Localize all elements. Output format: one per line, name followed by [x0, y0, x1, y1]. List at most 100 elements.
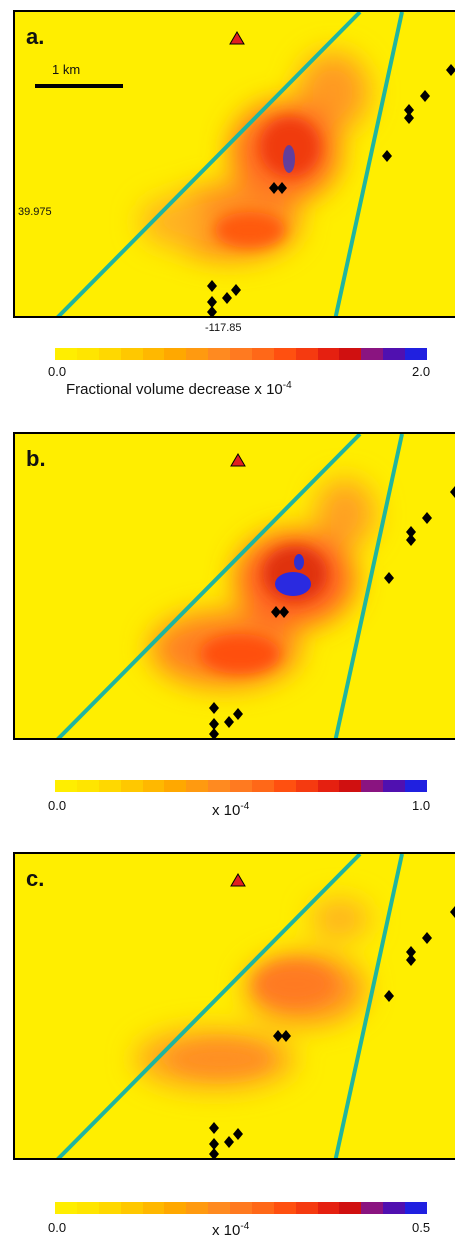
colorbar-c-swatch [405, 1202, 427, 1214]
colorbar-c-exponent: -4 [240, 1221, 250, 1232]
panel-c-map-svg [15, 854, 455, 1158]
colorbar-a-swatch [405, 348, 427, 360]
station-triangle [230, 873, 246, 887]
latitude-label: 39.975 [18, 206, 52, 218]
colorbar-c-swatch [339, 1202, 362, 1214]
colorbar-b-title: x 10-4 [212, 801, 249, 819]
colorbar-b-swatch [186, 780, 209, 792]
colorbar-c-swatch [98, 1202, 121, 1214]
anomaly-peak [275, 572, 311, 596]
colorbar-c-title: x 10-4 [212, 1221, 249, 1239]
colorbar-a-swatch [383, 348, 405, 360]
colorbar-c-swatch [142, 1202, 165, 1214]
colorbar-a-min: 0.0 [48, 364, 67, 379]
colorbar-b-swatch [142, 780, 165, 792]
colorbar-b-swatch [317, 780, 340, 792]
colorbar-b-max: 1.0 [412, 798, 431, 813]
colorbar-c-swatch [230, 1202, 252, 1214]
anomaly-peak [283, 145, 295, 173]
colorbar-a-swatch [164, 348, 187, 360]
fault-line-left [56, 12, 362, 316]
colorbar-a-swatch [230, 348, 252, 360]
colorbar-b [55, 780, 427, 792]
colorbar-a-swatch [208, 348, 230, 360]
colorbar-a-swatch [55, 348, 77, 360]
colorbar-c-title-text: x 10 [212, 1222, 241, 1239]
colorbar-a-swatch [317, 348, 340, 360]
colorbar-c-min: 0.0 [48, 1220, 67, 1235]
colorbar-a-swatch [186, 348, 209, 360]
colorbar-b-swatch [164, 780, 187, 792]
colorbar-b-swatch [55, 780, 77, 792]
colorbar-b-swatch [208, 780, 230, 792]
earthquake-epicenters [209, 906, 455, 1158]
fault-line-right [333, 12, 404, 316]
colorbar-c-swatch [295, 1202, 318, 1214]
colorbar-c-swatch [251, 1202, 274, 1214]
colorbar-a-swatch [295, 348, 318, 360]
colorbar-a-swatch [361, 348, 384, 360]
colorbar-a [55, 348, 427, 360]
colorbar-c-swatch [273, 1202, 296, 1214]
colorbar-b-swatch [361, 780, 384, 792]
colorbar-a-swatch [98, 348, 121, 360]
fault-line-right [333, 434, 404, 738]
colorbar-c-swatch [76, 1202, 99, 1214]
longitude-label: -117.85 [205, 322, 242, 334]
colorbar-b-swatch [251, 780, 274, 792]
panel-a: a. 1 km 39.975 -117.85 0.0 2.0 Fractiona… [0, 0, 455, 400]
panel-b-map [13, 432, 455, 740]
colorbar-a-swatch [76, 348, 99, 360]
map-background [15, 434, 455, 738]
colorbar-b-swatch [230, 780, 252, 792]
colorbar-b-swatch [339, 780, 362, 792]
colorbar-b-swatch [405, 780, 427, 792]
colorbar-a-swatch [273, 348, 296, 360]
panel-c-label: c. [26, 866, 45, 891]
colorbar-b-swatch [383, 780, 405, 792]
panel-c: c. 0.0 0.5 x 10-4 [0, 840, 455, 1243]
colorbar-b-swatch [295, 780, 318, 792]
colorbar-a-swatch [142, 348, 165, 360]
colorbar-a-title-text: Fractional volume decrease x 10 [66, 381, 283, 398]
panel-b-map-svg [15, 434, 455, 738]
station-triangle [230, 453, 246, 467]
panel-a-map [13, 10, 455, 318]
colorbar-c-swatch [120, 1202, 143, 1214]
map-background [15, 854, 455, 1158]
panel-c-map [13, 852, 455, 1160]
fault-line-left [56, 854, 362, 1158]
colorbar-b-swatch [76, 780, 99, 792]
colorbar-c-swatch [164, 1202, 187, 1214]
panel-a-map-svg [15, 12, 455, 316]
colorbar-c-swatch [208, 1202, 230, 1214]
panel-a-label: a. [26, 24, 45, 49]
colorbar-a-exponent: -4 [282, 380, 292, 391]
panel-b: b. 0.0 1.0 x 10-4 [0, 420, 455, 820]
colorbar-c-swatch [383, 1202, 405, 1214]
earthquake-epicenters [209, 486, 455, 738]
colorbar-a-max: 2.0 [412, 364, 431, 379]
colorbar-c [55, 1202, 427, 1214]
station-triangle [229, 31, 245, 45]
earthquake-epicenters [207, 64, 455, 316]
panel-b-label: b. [26, 446, 46, 471]
colorbar-c-swatch [55, 1202, 77, 1214]
fault-line-left [56, 434, 362, 738]
colorbar-c-swatch [186, 1202, 209, 1214]
colorbar-b-min: 0.0 [48, 798, 67, 813]
scale-bar-label: 1 km [52, 62, 81, 77]
colorbar-c-swatch [317, 1202, 340, 1214]
colorbar-a-swatch [120, 348, 143, 360]
colorbar-a-title: Fractional volume decrease x 10-4 [66, 380, 292, 398]
fault-line-right [333, 854, 404, 1158]
colorbar-b-swatch [120, 780, 143, 792]
colorbar-c-max: 0.5 [412, 1220, 431, 1235]
colorbar-b-exponent: -4 [240, 801, 250, 812]
colorbar-a-swatch [251, 348, 274, 360]
colorbar-c-swatch [361, 1202, 384, 1214]
colorbar-b-title-text: x 10 [212, 802, 241, 819]
colorbar-a-swatch [339, 348, 362, 360]
colorbar-b-swatch [273, 780, 296, 792]
colorbar-b-swatch [98, 780, 121, 792]
